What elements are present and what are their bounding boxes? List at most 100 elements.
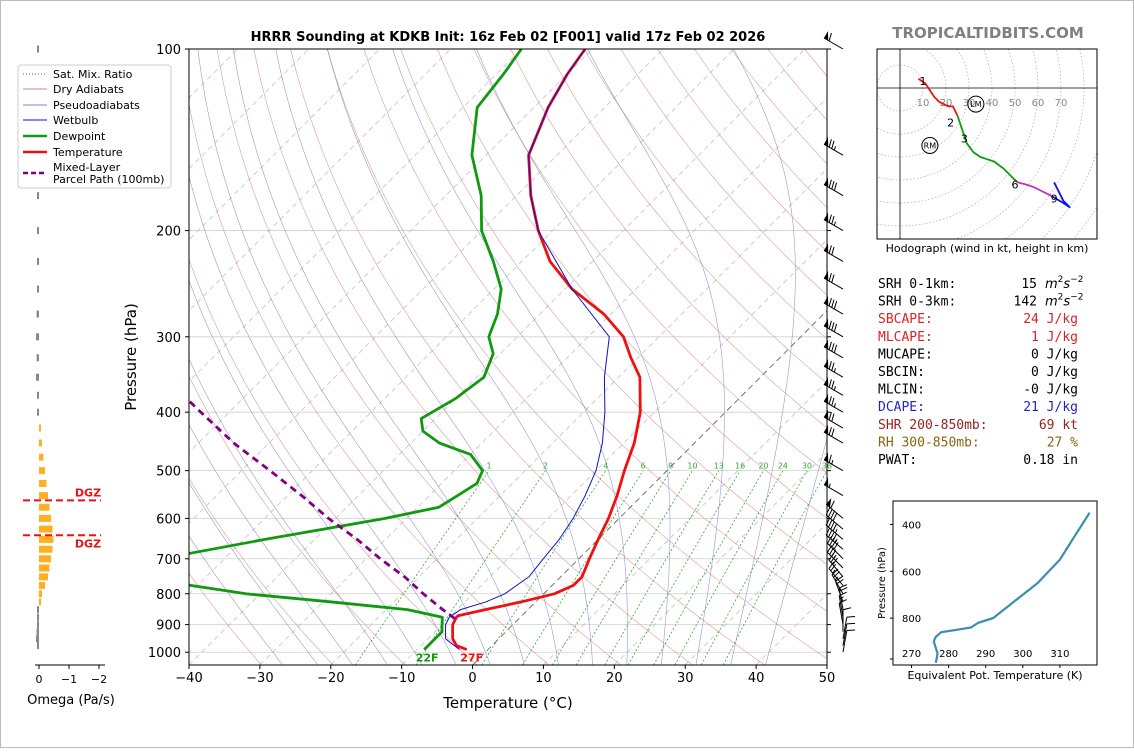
legend-label: Sat. Mix. Ratio — [53, 68, 133, 81]
omega-bar — [39, 546, 53, 553]
surface-dewpoint-label: 22F — [416, 652, 439, 665]
theta-y-tick-label: 400 — [902, 520, 921, 531]
omega-bar — [37, 227, 39, 234]
theta-x-tick-label: 300 — [1013, 649, 1032, 660]
x-tick-label: 0 — [468, 671, 476, 686]
index-label: MLCIN: — [878, 383, 925, 398]
barb-full — [834, 324, 836, 332]
omega-bar — [39, 492, 48, 499]
brand-logo: TROPICALTIDBITS.COM — [892, 24, 1084, 42]
barb-full — [832, 363, 834, 371]
omega-tick-label: 0 — [36, 673, 43, 686]
x-tick-label: 40 — [748, 671, 765, 686]
barb-full — [832, 398, 834, 406]
y-tick-label: 400 — [156, 406, 181, 421]
barb-full — [829, 321, 831, 329]
barb-full — [832, 275, 834, 283]
hodo-height-label: 6 — [1012, 179, 1019, 192]
omega-bar — [37, 392, 39, 399]
omega-bar — [37, 286, 39, 293]
theta-e-xlabel: Equivalent Pot. Temperature (K) — [907, 669, 1082, 682]
theta-y-tick-label: 800 — [902, 614, 921, 625]
mixing-ratio-label: 8 — [668, 462, 673, 471]
hodo-ring-label: 40 — [986, 98, 999, 109]
dgz-label: DGZ — [75, 486, 101, 499]
omega-bar — [37, 409, 39, 416]
y-tick-label: 500 — [156, 465, 181, 480]
barb-full — [847, 630, 855, 631]
barb-staff — [827, 552, 843, 568]
hodo-height-label: 2 — [947, 117, 954, 130]
omega-bar — [39, 564, 50, 571]
legend-label: Wetbulb — [53, 114, 98, 127]
omega-bar — [39, 440, 42, 447]
index-value: 0.18 in — [1023, 453, 1078, 468]
barb-flag — [824, 31, 828, 40]
index-value: 15 — [1021, 277, 1037, 292]
barb-half — [834, 403, 835, 407]
mixing-ratio-label: 16 — [735, 462, 745, 471]
index-row: MUCAPE:0 J/kg — [878, 347, 1078, 362]
hodograph-title: Hodograph (wind in kt, height in km) — [886, 242, 1089, 255]
barb-half — [834, 146, 835, 150]
barb-full — [828, 509, 832, 516]
hodo-height-label: 1 — [920, 75, 927, 88]
x-tick-label: −20 — [317, 671, 344, 686]
omega-tick-label: −1 — [61, 673, 77, 686]
index-value: 24 J/kg — [1023, 312, 1078, 327]
index-row: MLCIN:-0 J/kg — [878, 383, 1078, 398]
mixing-ratio-label: 6 — [641, 462, 646, 471]
barb-full — [833, 513, 837, 520]
mixing-ratio-label: 4 — [603, 462, 608, 471]
x-tick-label: −30 — [246, 671, 273, 686]
surface-temperature-label: 27F — [460, 652, 483, 665]
mixing-ratio-label: 30 — [802, 462, 812, 471]
index-value: 0 J/kg — [1031, 365, 1078, 380]
omega-bar — [37, 614, 39, 621]
y-tick-label: 900 — [156, 619, 181, 634]
omega-bar — [37, 621, 39, 628]
barb-half — [834, 222, 835, 226]
barb-full — [829, 273, 831, 281]
legend-label: Dewpoint — [53, 130, 106, 143]
barb-half — [829, 484, 830, 488]
barb-half — [834, 368, 835, 372]
barb-half — [835, 529, 837, 533]
x-tick-label: −40 — [175, 671, 202, 686]
theta-x-tick-label: 270 — [902, 649, 921, 660]
omega-xlabel: Omega (Pa/s) — [27, 693, 115, 708]
omega-bar — [37, 642, 39, 649]
legend-label: Parcel Path (100mb) — [53, 173, 164, 186]
index-row: RH 300-850mb:27 % — [878, 435, 1078, 450]
omega-bar — [36, 333, 39, 340]
y-tick-label: 1000 — [148, 646, 181, 661]
index-value: 1 J/kg — [1031, 330, 1078, 345]
barb-full — [832, 414, 834, 422]
omega-bar — [36, 374, 39, 381]
theta-e-ylabel: Pressure (hPa) — [877, 547, 888, 619]
index-value: 27 % — [1047, 435, 1078, 450]
theta-x-tick-label: 310 — [1050, 649, 1069, 660]
barb-full — [832, 429, 834, 437]
hodo-ring-label: 50 — [1009, 98, 1022, 109]
storm-motion-label: RM — [924, 142, 937, 151]
index-row: SBCAPE:24 J/kg — [878, 312, 1078, 327]
y-tick-label: 700 — [156, 553, 181, 568]
y-tick-label: 100 — [156, 43, 181, 58]
index-label: MLCAPE: — [878, 330, 933, 345]
index-unit: m2s−2 — [1045, 293, 1083, 310]
barb-half — [834, 386, 835, 390]
hodo-ring-label: 60 — [1032, 98, 1045, 109]
hodo-height-label: 9 — [1051, 192, 1058, 205]
omega-bar — [37, 354, 39, 361]
index-label: SHR 200-850mb: — [878, 418, 988, 433]
theta-y-tick-label: 600 — [902, 567, 921, 578]
barb-full — [829, 139, 831, 147]
index-label: DCAPE: — [878, 400, 925, 415]
mixing-ratio-label: 24 — [778, 462, 788, 471]
omega-tick-label: −2 — [91, 673, 107, 686]
